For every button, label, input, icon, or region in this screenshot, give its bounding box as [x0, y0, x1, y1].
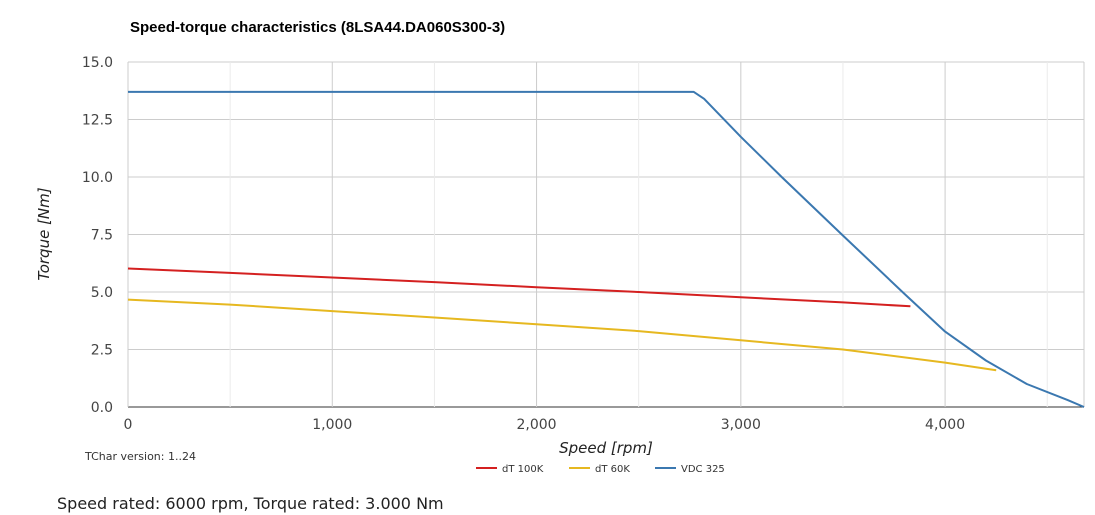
y-tick-label: 12.5 — [82, 113, 113, 129]
x-tick-label: 3,000 — [721, 417, 761, 433]
y-tick-label: 15.0 — [82, 55, 113, 71]
legend-label: dT 100K — [502, 464, 544, 475]
series-line-dt-60k — [127, 298, 997, 372]
legend-label: dT 60K — [595, 464, 630, 475]
chart-version-note: TChar version: 1..24 — [84, 450, 196, 463]
chart-title: Speed-torque characteristics (8LSA44.DA0… — [130, 19, 505, 36]
gridlines — [127, 61, 1085, 408]
x-tick-label: 0 — [124, 417, 133, 433]
y-tick-label: 7.5 — [91, 228, 113, 244]
x-tick-label: 1,000 — [312, 417, 352, 433]
rated-values-footer: Speed rated: 6000 rpm, Torque rated: 3.0… — [57, 494, 444, 513]
legend-label: VDC 325 — [681, 464, 725, 475]
y-tick-label: 0.0 — [91, 400, 113, 416]
y-tick-label: 5.0 — [91, 285, 113, 301]
x-tick-label: 2,000 — [517, 417, 557, 433]
y-tick-label: 10.0 — [82, 170, 113, 186]
y-tick-label: 2.5 — [91, 343, 113, 359]
series-lines — [127, 90, 1085, 408]
speed-torque-chart: Speed-torque characteristics (8LSA44.DA0… — [35, 19, 1085, 475]
legend: dT 100K dT 60K VDC 325 — [476, 464, 725, 475]
x-tick-label: 4,000 — [925, 417, 965, 433]
y-axis-title: Torque [Nm] — [35, 187, 53, 280]
tick-labels: 0.0 2.5 5.0 7.5 10.0 12.5 15.0 0 1,000 2,000 3,000… — [82, 55, 965, 433]
series-line-vdc-325 — [128, 90, 1085, 408]
series-line-dt-100k — [127, 267, 911, 308]
x-axis-title: Speed [rpm] — [559, 439, 653, 457]
